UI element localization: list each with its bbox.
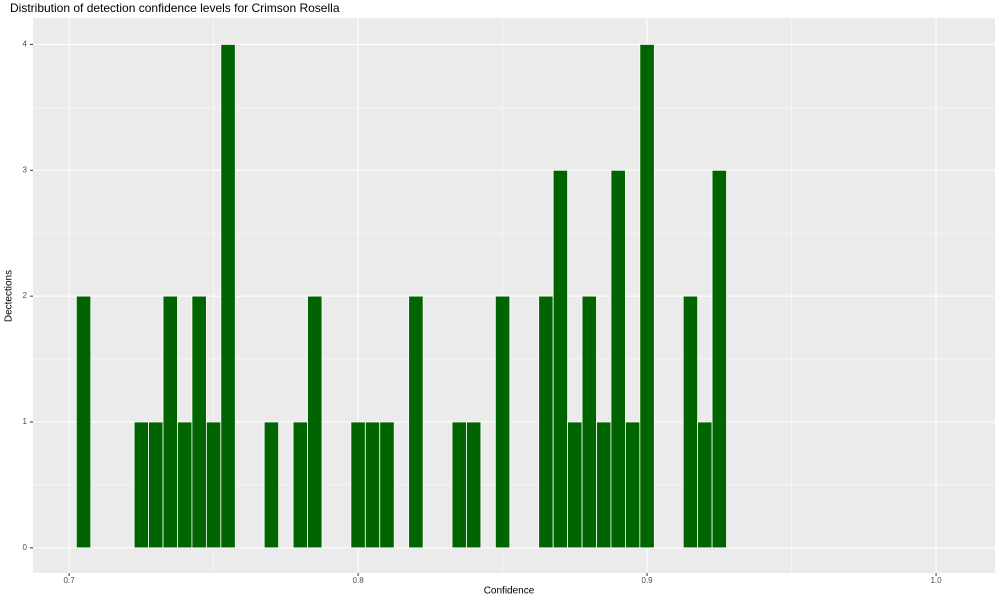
bar [552, 169, 569, 549]
bar [466, 421, 482, 549]
bar [639, 44, 655, 549]
bar [451, 421, 467, 549]
bars [75, 44, 727, 549]
bar [625, 421, 641, 549]
x-tick-label: 0.8 [353, 576, 365, 585]
bar [364, 421, 381, 549]
bar [148, 421, 164, 549]
bar [133, 421, 149, 549]
bar [177, 421, 193, 549]
bar [711, 169, 727, 549]
x-tick-label: 1.0 [930, 576, 942, 585]
chart-title: Distribution of detection confidence lev… [10, 1, 340, 15]
y-tick-label: 0 [23, 543, 28, 552]
bar [494, 295, 511, 549]
bar [205, 421, 222, 549]
bar [581, 295, 597, 549]
bar [610, 169, 626, 549]
bar [408, 295, 424, 549]
bar [350, 421, 366, 549]
bar [263, 421, 280, 549]
bar [379, 421, 395, 549]
bar [307, 295, 323, 549]
bar [567, 421, 583, 549]
y-tick-label: 1 [23, 417, 28, 426]
bar [596, 421, 612, 549]
x-tick-label: 0.9 [642, 576, 654, 585]
y-tick-label: 2 [23, 291, 28, 300]
bar [697, 421, 713, 549]
bar [292, 421, 308, 549]
bar [538, 295, 554, 549]
bar [191, 295, 207, 549]
x-axis-title: Confidence [484, 586, 535, 597]
bar [75, 295, 92, 549]
bar [220, 44, 236, 549]
y-axis-title: Dectections [4, 270, 15, 322]
bar [682, 295, 699, 549]
bar [162, 295, 178, 549]
y-tick-label: 4 [23, 40, 28, 49]
x-tick-label: 0.7 [64, 576, 76, 585]
y-tick-label: 3 [23, 165, 28, 174]
